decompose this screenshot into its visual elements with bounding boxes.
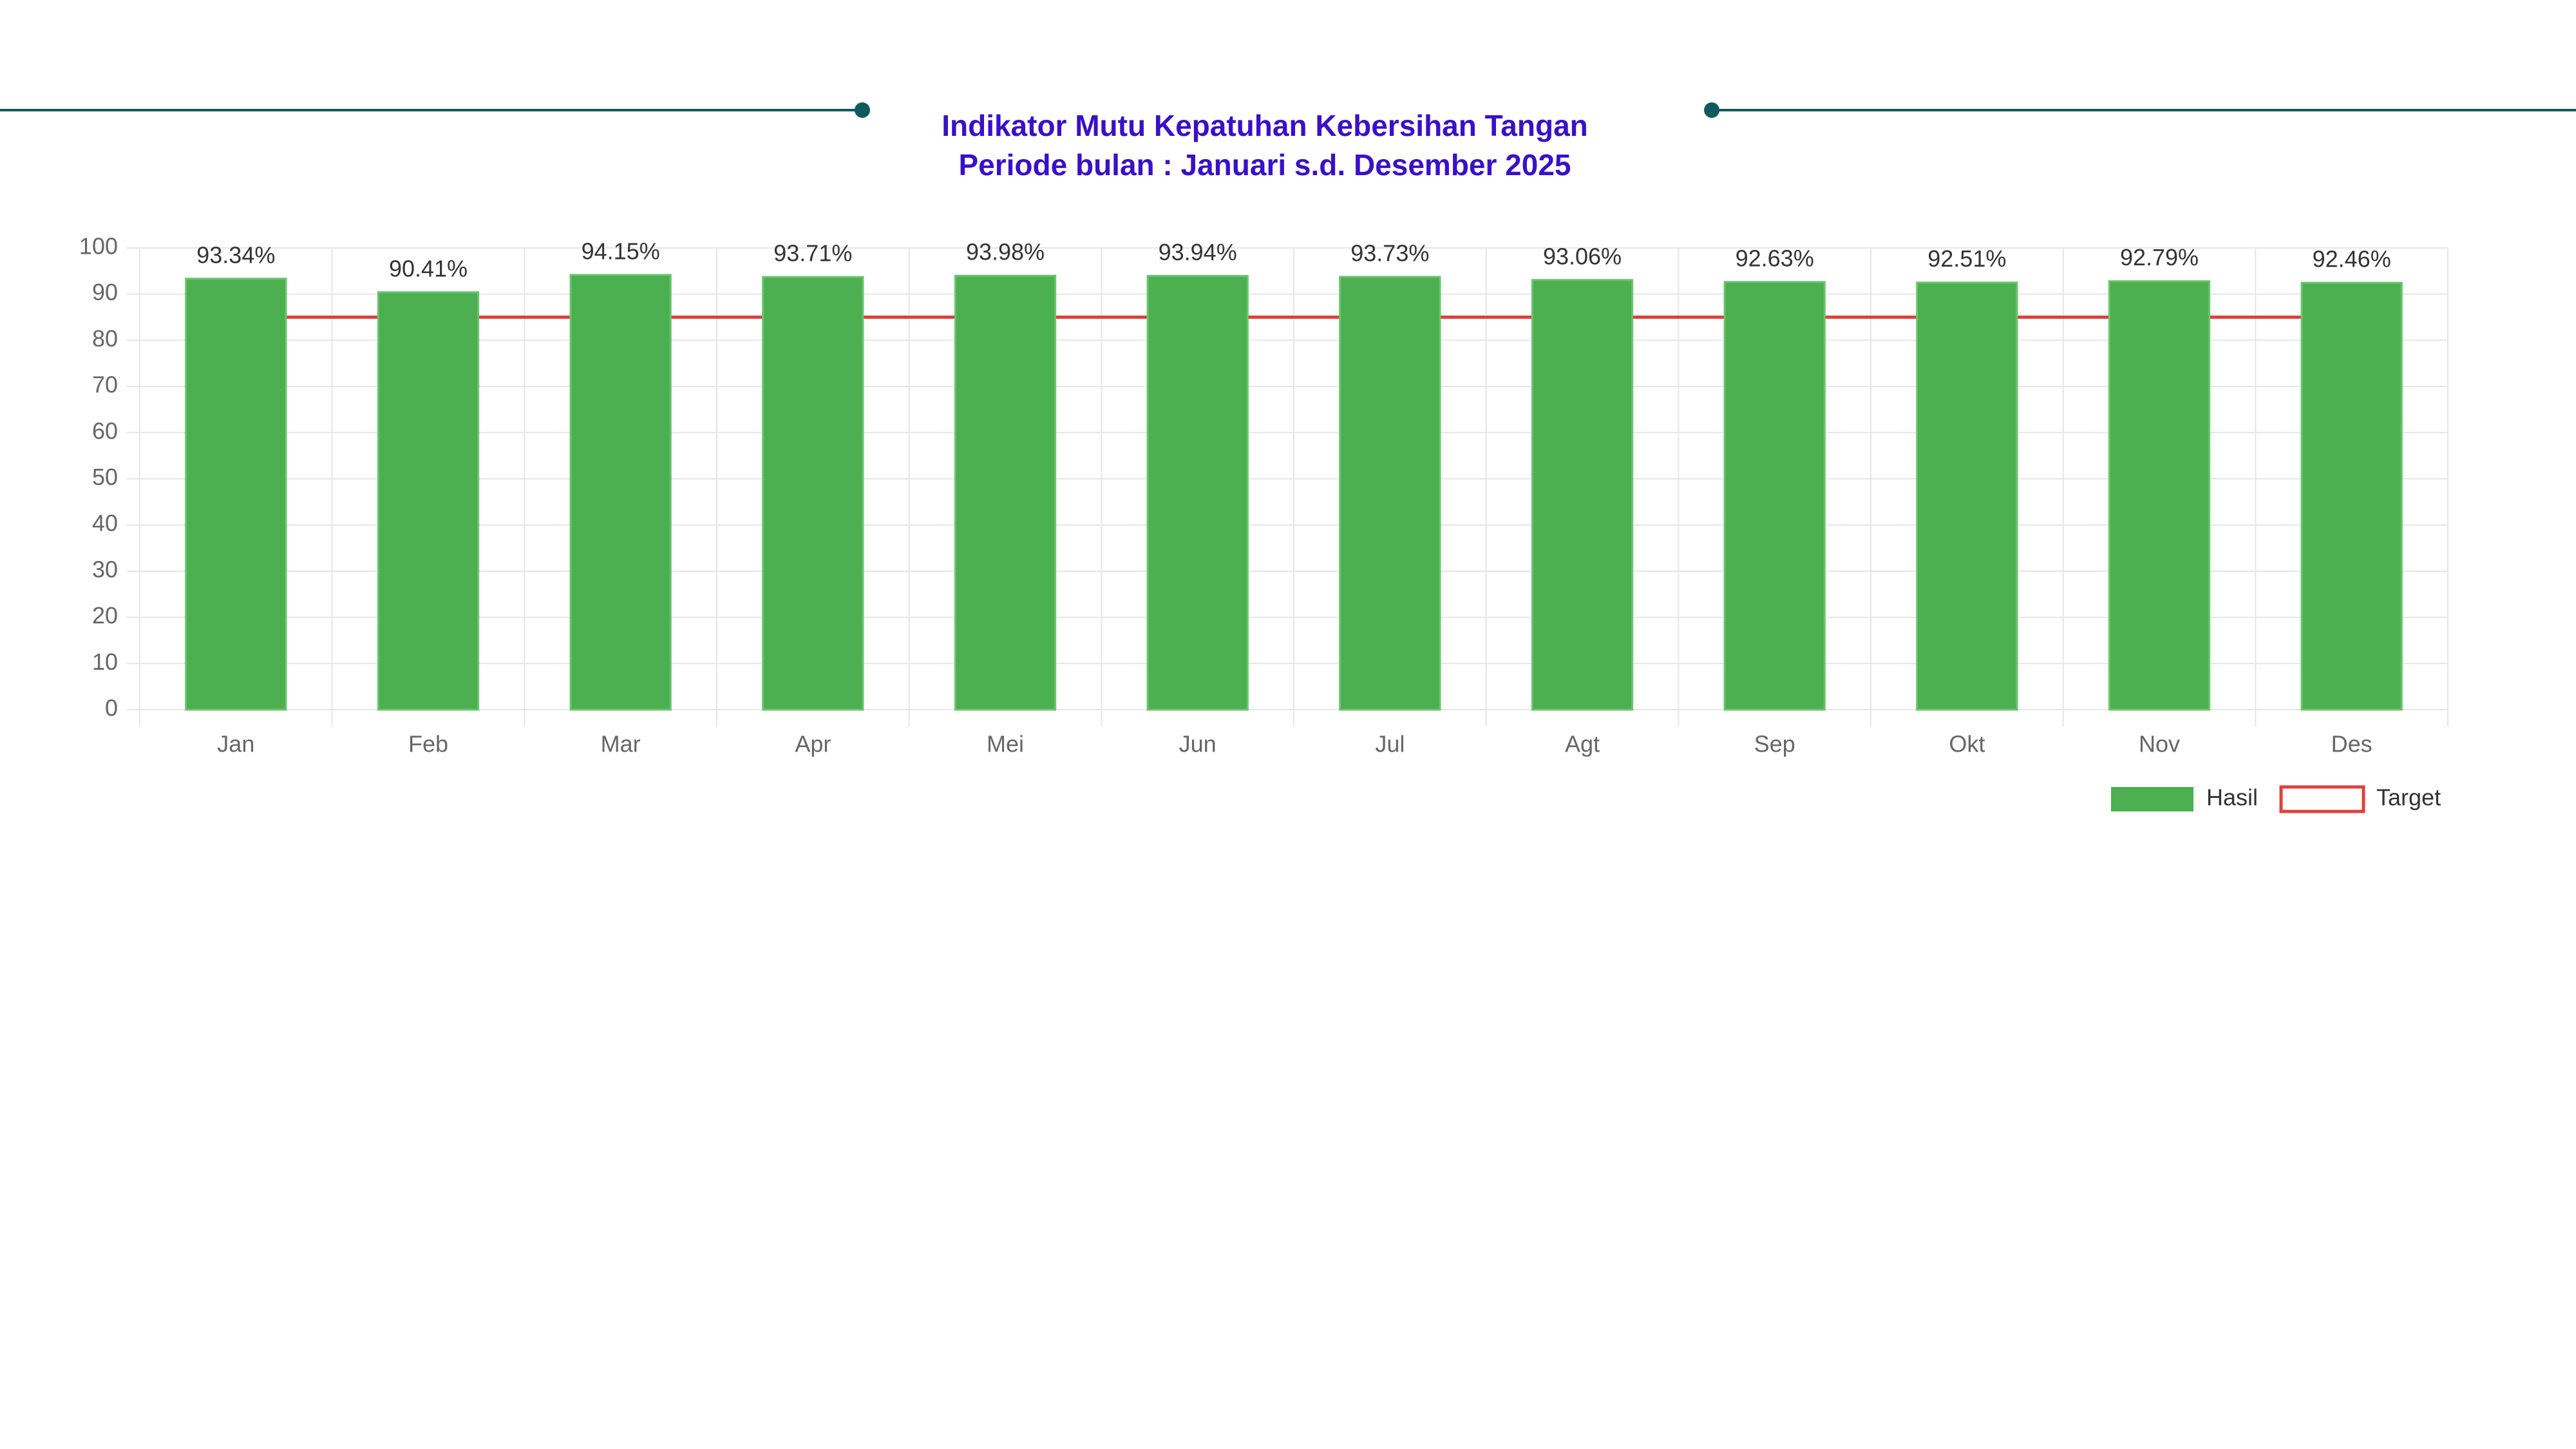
value-label: 92.51% bbox=[1927, 245, 2006, 272]
bar bbox=[1531, 279, 1634, 711]
y-tick-label: 70 bbox=[92, 372, 118, 398]
value-label: 93.06% bbox=[1543, 243, 1622, 269]
bar bbox=[569, 274, 672, 711]
y-tick-label: 60 bbox=[92, 417, 118, 444]
bar bbox=[954, 274, 1057, 711]
bar bbox=[762, 276, 864, 711]
x-tick-label: Apr bbox=[795, 731, 831, 757]
value-label: 92.79% bbox=[2120, 244, 2199, 270]
decor-dot bbox=[1704, 102, 1719, 118]
value-label: 93.94% bbox=[1159, 239, 1237, 265]
bar bbox=[2108, 280, 2211, 711]
y-tick-label: 20 bbox=[92, 602, 118, 629]
value-label: 90.41% bbox=[389, 255, 468, 281]
legend-swatch bbox=[2279, 785, 2365, 813]
value-label: 93.98% bbox=[966, 239, 1045, 265]
x-tick-label: Mei bbox=[987, 731, 1024, 757]
y-tick-label: 100 bbox=[79, 233, 118, 260]
x-tick-label: Jun bbox=[1179, 731, 1217, 757]
value-label: 93.71% bbox=[773, 240, 852, 267]
bar bbox=[1723, 281, 1826, 711]
legend-swatch bbox=[2111, 787, 2193, 811]
x-tick-label: Des bbox=[2331, 731, 2372, 757]
bar bbox=[1146, 274, 1249, 711]
x-tick-label: Sep bbox=[1754, 731, 1795, 757]
chart-title: Indikator Mutu Kepatuhan Kebersihan Tang… bbox=[942, 109, 1588, 142]
decor-dot bbox=[855, 102, 870, 118]
value-label: 94.15% bbox=[582, 238, 660, 264]
value-label: 92.46% bbox=[2313, 246, 2391, 272]
value-label: 93.73% bbox=[1350, 240, 1429, 266]
bar bbox=[2300, 281, 2403, 711]
y-tick-label: 50 bbox=[92, 464, 118, 490]
y-tick-label: 40 bbox=[92, 510, 118, 536]
y-tick-label: 90 bbox=[92, 279, 118, 305]
value-label: 93.34% bbox=[196, 242, 275, 268]
x-tick-label: Okt bbox=[1949, 731, 1985, 757]
bar bbox=[1916, 281, 2018, 711]
y-tick-label: 10 bbox=[92, 649, 118, 675]
y-tick-label: 0 bbox=[105, 695, 118, 721]
x-tick-label: Nov bbox=[2139, 731, 2180, 757]
x-tick-label: Agt bbox=[1565, 731, 1600, 757]
y-tick-label: 80 bbox=[92, 325, 118, 352]
value-label: 92.63% bbox=[1736, 245, 1814, 271]
y-tick-label: 30 bbox=[92, 556, 118, 582]
x-tick-label: Mar bbox=[601, 731, 641, 757]
bar bbox=[185, 278, 287, 711]
bar bbox=[377, 291, 480, 711]
x-tick-label: Jan bbox=[217, 731, 254, 757]
legend-label: Hasil bbox=[2206, 784, 2258, 811]
x-tick-label: Jul bbox=[1375, 731, 1405, 757]
legend-label: Target bbox=[2376, 784, 2441, 811]
x-tick-label: Feb bbox=[408, 731, 448, 757]
chart-subtitle: Periode bulan : Januari s.d. Desember 20… bbox=[958, 148, 1571, 182]
bar bbox=[1339, 276, 1441, 711]
